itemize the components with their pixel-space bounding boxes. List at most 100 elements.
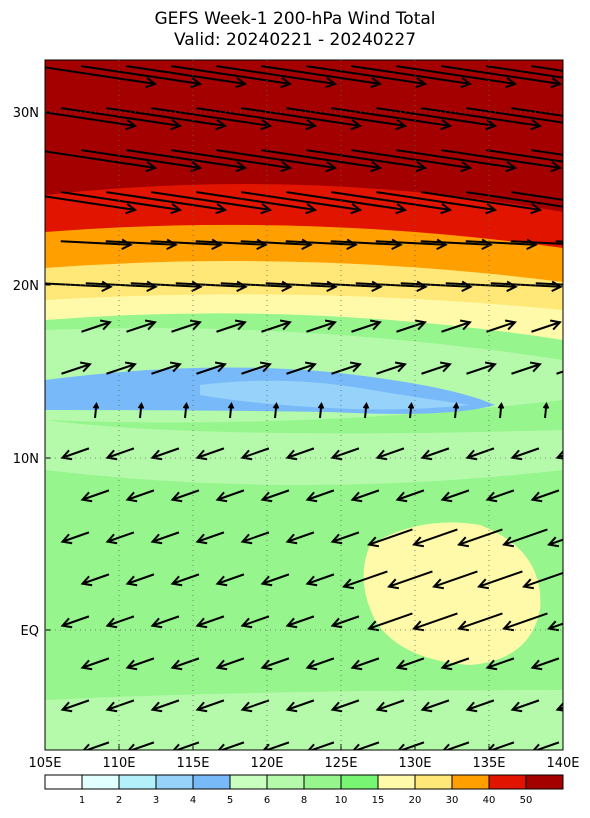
wind-arrow	[375, 699, 405, 713]
wind-arrow	[60, 531, 90, 545]
wind-arrow	[286, 191, 408, 215]
wind-arrow	[351, 149, 473, 173]
wind-arrow	[376, 361, 407, 375]
wind-arrow	[172, 741, 200, 750]
wind-arrow	[466, 107, 563, 124]
wind-arrow	[45, 66, 158, 89]
wind-arrow	[535, 282, 563, 286]
lon-label: 130E	[398, 756, 431, 771]
wind-arrow	[511, 191, 563, 201]
wind-arrow	[137, 401, 145, 419]
wind-arrow	[215, 657, 245, 671]
lon-label: 125E	[324, 756, 357, 771]
wind-arrow	[578, 742, 590, 753]
wind-arrow	[150, 699, 180, 713]
wind-arrow	[412, 528, 458, 548]
wind-arrow	[286, 107, 408, 131]
wind-arrow	[531, 149, 563, 156]
wind-arrow	[531, 319, 562, 333]
field-band	[45, 690, 563, 750]
wind-arrow	[171, 319, 202, 333]
wind-arrow	[352, 741, 380, 750]
wind-arrow	[170, 489, 200, 503]
colorbar-label: 8	[301, 795, 307, 806]
wind-arrow	[396, 65, 518, 89]
wind-arrow	[421, 361, 452, 375]
wind-arrow	[150, 447, 180, 461]
colorbar-swatch	[266, 774, 305, 790]
wind-arrow	[532, 741, 560, 750]
lon-label: 110E	[102, 756, 135, 771]
wind-arrow	[285, 531, 315, 545]
colorbar-swatch	[414, 774, 453, 790]
wind-arrow	[477, 570, 523, 590]
colorbar-label: 4	[190, 795, 196, 806]
wind-arrow	[350, 489, 380, 503]
wind-arrow	[376, 191, 498, 215]
wind-field	[45, 60, 563, 750]
colorbar-swatch	[377, 774, 416, 790]
wind-arrow	[465, 699, 495, 713]
wind-arrow	[195, 615, 225, 629]
wind-arrow	[351, 65, 473, 89]
lat-label: 10N	[13, 452, 39, 467]
colorbar-swatch	[229, 774, 268, 790]
wind-arrow	[241, 107, 363, 131]
wind-arrow	[61, 361, 92, 375]
wind-arrow	[216, 149, 338, 173]
wind-arrow	[151, 107, 273, 131]
wind-arrow	[350, 657, 380, 671]
colorbar-swatch	[118, 774, 157, 790]
wind-arrow	[286, 361, 317, 375]
wind-arrow	[106, 107, 228, 131]
wind-arrow	[216, 65, 338, 89]
colorbar-swatch	[44, 774, 83, 790]
wind-arrow	[457, 528, 503, 548]
wind-arrow	[92, 401, 100, 419]
wind-arrow	[272, 401, 280, 419]
wind-arrow	[241, 361, 272, 375]
colorbar-label: 50	[520, 795, 533, 806]
wind-arrow	[497, 401, 505, 419]
wind-arrow	[171, 149, 293, 173]
colorbar-label: 6	[264, 795, 270, 806]
wind-arrow	[125, 657, 155, 671]
wind-arrow	[465, 447, 495, 461]
colorbar-label: 2	[116, 795, 122, 806]
wind-arrow	[485, 657, 515, 671]
colorbar-swatch	[340, 774, 379, 790]
wind-arrow	[60, 615, 90, 629]
wind-arrow	[125, 489, 155, 503]
wind-arrow	[195, 447, 225, 461]
wind-arrow	[351, 319, 382, 333]
wind-arrow	[170, 657, 200, 671]
wind-arrow	[126, 319, 157, 333]
wind-arrow	[285, 615, 315, 629]
wind-arrow	[60, 699, 90, 713]
wind-arrow	[452, 401, 460, 419]
colorbar: 1 2 3 4 5 6 8 10 15 20 30 40 50	[44, 774, 564, 806]
wind-arrow	[61, 107, 183, 131]
wind-arrow	[307, 741, 335, 750]
wind-arrow	[305, 657, 335, 671]
wind-arrow	[510, 699, 540, 713]
wind-arrow	[396, 319, 427, 333]
wind-arrow	[375, 447, 405, 461]
wind-arrow	[80, 489, 110, 503]
wind-arrow	[342, 570, 388, 590]
wind-arrow	[305, 489, 335, 503]
wind-arrow	[151, 191, 273, 215]
wind-arrow	[466, 191, 563, 208]
wind-arrow	[576, 320, 590, 331]
wind-arrow	[126, 65, 248, 89]
wind-arrow	[441, 319, 472, 333]
wind-arrow	[261, 319, 292, 333]
wind-arrow	[261, 149, 383, 173]
wind-arrow	[487, 741, 515, 750]
wind-arrow	[486, 65, 563, 79]
wind-arrow	[240, 531, 270, 545]
wind-arrow	[45, 111, 138, 131]
wind-arrow	[195, 699, 225, 713]
wind-arrow	[330, 699, 360, 713]
wind-arrow	[261, 65, 383, 89]
